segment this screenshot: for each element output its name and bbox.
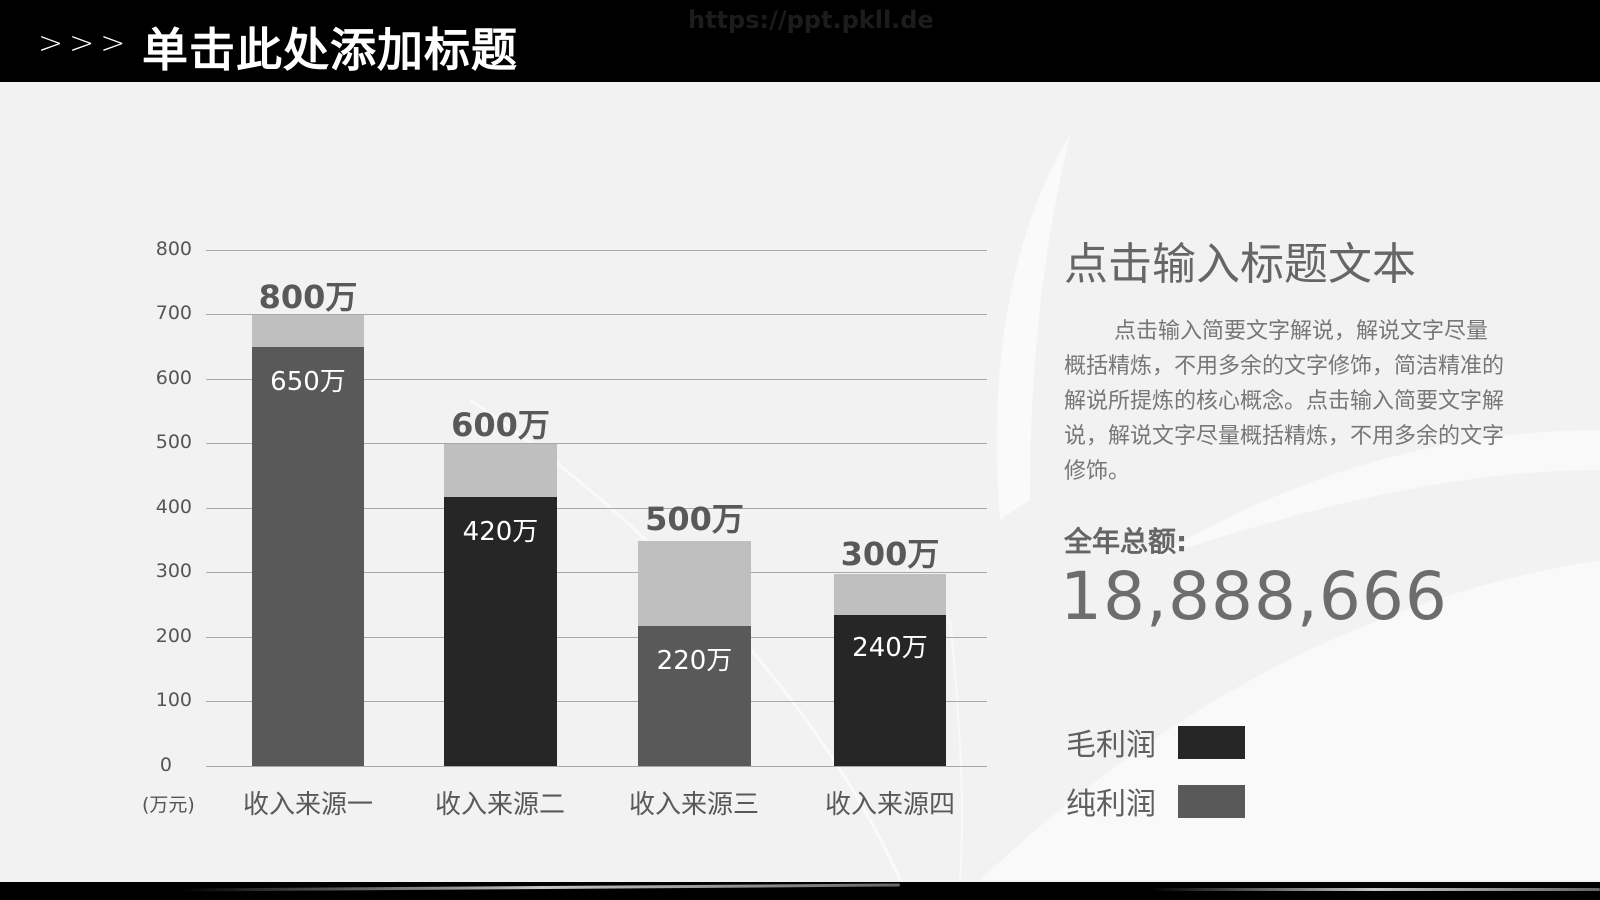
bar-cap-segment[interactable] xyxy=(444,444,557,497)
y-tick: 700 xyxy=(155,302,192,324)
legend-label: 纯利润 xyxy=(1066,787,1156,822)
bar-net-profit-segment[interactable]: 220万 xyxy=(638,626,751,766)
gridline-100 xyxy=(206,701,987,702)
legend-label: 毛利润 xyxy=(1066,728,1156,763)
legend-swatch-dark xyxy=(1178,725,1245,759)
legend-item-gross-profit: 毛利润 xyxy=(1066,720,1245,764)
bar-cap-segment[interactable] xyxy=(834,574,946,615)
gridline-600 xyxy=(206,379,987,380)
bar-cap-segment[interactable] xyxy=(638,541,751,626)
legend-item-net-profit: 纯利润 xyxy=(1066,779,1245,823)
bar-cap-segment[interactable] xyxy=(252,315,364,347)
side-title[interactable]: 点击输入标题文本 xyxy=(1064,239,1416,290)
side-description[interactable]: 点击输入简要文字解说，解说文字尽量概括精炼，不用多余的文字修饰，简洁精准的 解说… xyxy=(1064,319,1505,484)
x-category-label: 收入来源四 xyxy=(824,790,955,820)
bar-inner-label: 650万 xyxy=(270,367,346,397)
gridline-300 xyxy=(206,572,987,573)
annual-total-value: 18,888,666 xyxy=(1060,558,1448,635)
footer-bar xyxy=(0,882,1600,900)
bar-gross-profit-segment[interactable]: 240万 xyxy=(834,615,946,766)
y-tick: 200 xyxy=(155,625,192,647)
chevrons-icon: >>> xyxy=(38,26,132,61)
y-tick: 300 xyxy=(155,560,192,582)
y-tick: 500 xyxy=(155,431,192,453)
x-category-label: 收入来源三 xyxy=(628,790,759,820)
title-bar: >>> 单击此处添加标题 https://ppt.pkll.de xyxy=(0,0,1600,82)
y-tick: 800 xyxy=(155,238,192,260)
footer-streak xyxy=(1150,888,1600,891)
gridline-0 xyxy=(206,766,987,767)
gridline-800 xyxy=(206,250,987,251)
y-tick: 600 xyxy=(155,367,192,389)
bar-total-label: 500万 xyxy=(645,500,744,538)
bar-total-label: 800万 xyxy=(258,278,358,316)
bar-total-label: 300万 xyxy=(840,535,940,573)
watermark: https://ppt.pkll.de xyxy=(688,6,934,34)
bar-inner-label: 220万 xyxy=(656,646,733,676)
bar-inner-label: 420万 xyxy=(462,517,539,547)
y-tick: 100 xyxy=(155,689,192,711)
annual-total-label: 全年总额: xyxy=(1064,525,1188,558)
stacked-bar-chart: 800 700 600 500 400 300 200 100 0 (万元) 8… xyxy=(142,238,987,820)
x-category-label: 收入来源一 xyxy=(242,790,373,820)
gridline-200 xyxy=(206,637,987,638)
gridline-400 xyxy=(206,508,987,509)
y-tick: 400 xyxy=(155,496,192,518)
bar-gross-profit-segment[interactable]: 420万 xyxy=(444,497,557,766)
legend-swatch-mid xyxy=(1178,784,1245,818)
y-axis-unit: (万元) xyxy=(142,794,195,816)
page-title[interactable]: 单击此处添加标题 xyxy=(142,23,518,77)
gridline-700 xyxy=(206,314,987,315)
footer-streak xyxy=(179,883,901,892)
bar-net-profit-segment[interactable]: 650万 xyxy=(252,347,364,766)
gridline-500 xyxy=(206,443,987,444)
x-category-label: 收入来源二 xyxy=(434,790,565,820)
y-tick: 0 xyxy=(159,754,172,776)
bar-inner-label: 240万 xyxy=(852,633,928,663)
bar-total-label: 600万 xyxy=(451,406,550,444)
